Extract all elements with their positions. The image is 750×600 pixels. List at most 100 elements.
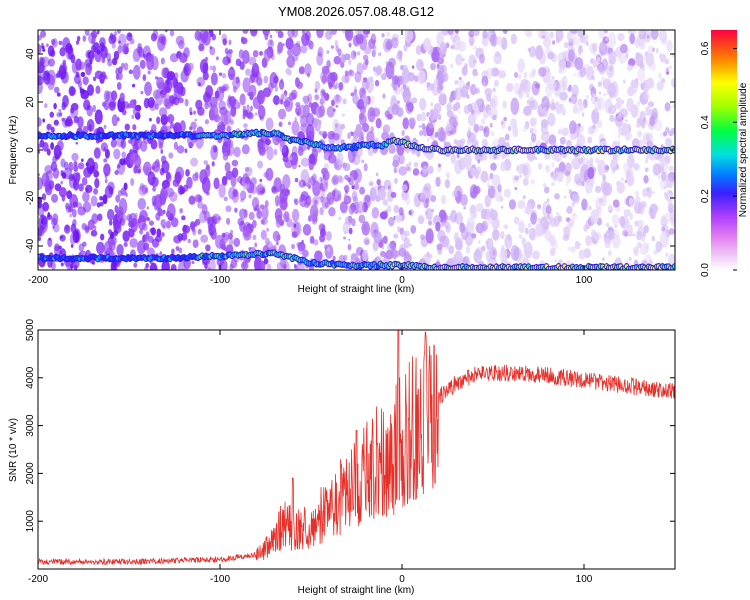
spectrogram-cell [423,183,432,192]
spectrogram-cell [228,39,232,46]
spectrogram-cell [76,202,83,209]
spectrogram-cell [276,199,280,204]
spectrogram-cell [85,188,89,193]
spectrogram-cell [612,199,620,208]
spectrogram-cell [411,97,418,104]
spectrogram-cell [576,178,583,187]
spectrogram-cell [55,73,61,79]
spectrogram-cell [131,83,136,88]
colorbar-label: Normalized spectral amplitude [738,82,749,217]
spectrogram-cell [50,126,55,133]
spectrogram-cell [211,215,218,225]
spectrogram-cell [391,95,397,101]
spectrogram-cell [253,256,263,270]
spectrogram-cell [502,100,508,109]
spectrogram-cell [52,213,59,226]
spectrogram-cell [92,76,97,82]
spectrogram-cell [113,148,121,160]
spectrogram-cell [99,78,105,85]
spectrogram-cell [45,43,49,48]
spectrogram-cell [558,58,567,71]
spectrogram-cell [550,182,556,187]
spectrogram-cell [89,51,95,59]
spectrogram-cell [312,196,320,207]
spectrogram-cell [611,104,616,109]
spectrogram-cell [373,230,382,244]
spectrogram-cell [670,78,675,88]
spectrogram-cell [278,108,287,120]
spectrogram-cell [622,79,626,84]
spectrogram-cell [89,58,93,65]
spectrogram-cell [189,111,193,116]
spectrogram-cell [632,233,635,237]
spectrogram-cell [258,50,264,56]
spectrogram-cell [429,108,436,118]
spectrogram-cell [49,111,55,118]
spectrogram-cell [473,168,480,178]
spectrogram-cell [436,127,446,142]
spectrogram-cell [423,189,433,199]
spectrogram-cell [551,172,554,177]
spectrogram-cell [608,50,617,65]
spectrogram-cell [551,75,555,80]
spectrogram-cell [239,61,245,70]
spectrogram-cell [507,125,512,132]
spectrogram-cell [304,200,310,209]
spectrogram-cell [71,174,75,180]
spectrogram-cell [117,206,124,216]
spectrogram-cell [164,30,168,33]
spectrogram-cell [626,219,630,227]
spectrogram-cell [635,190,639,197]
spectrogram-cell [618,54,626,64]
spectrogram-cell [103,124,107,130]
spectrogram-cell [322,67,331,83]
spectrogram-cell [181,215,186,221]
spectrogram-cell [555,101,559,105]
spectrogram-cell [461,66,468,76]
spectrogram-cell [640,84,644,90]
spectrogram-cell [60,180,63,185]
spectrogram-cell [117,164,121,169]
spectrogram-cell [39,57,45,65]
spectrogram-cell [320,71,328,83]
spectrogram-cell [510,97,520,115]
spectrogram-cell [666,71,669,75]
spectrogram-cell [239,190,247,201]
spectrogram-cell [320,88,326,99]
spectrogram-cell [326,246,331,252]
spectrogram-cell [430,194,437,203]
spectrogram-cell [62,59,67,66]
spectrogram-cell [594,185,602,194]
spectrogram-cell [662,131,668,137]
spectrogram-cell [129,153,136,166]
spectrogram-cell [75,71,80,78]
spectrogram-cell [251,196,260,210]
spectrogram-cell [425,207,433,221]
spectrogram-cell [570,93,578,105]
snr-y-tick-label: 1000 [25,510,36,533]
spectrogram-cell [225,205,232,213]
spectrogram-cell [60,262,64,267]
spectrogram-cell [190,157,199,167]
spectrogram-cell [129,149,133,155]
spectrogram-cell [408,161,412,167]
spectrogram-cell [555,103,563,115]
spectrogram-cell [646,34,650,39]
spectrogram-cell [82,191,90,203]
spectrogram-cell [128,69,134,75]
spectrogram-cell [287,48,294,57]
spectrogram-cell [188,62,194,71]
spectrogram-cell [262,30,271,37]
spectrogram-cell [602,174,606,182]
spectrogram-cell [361,88,366,94]
spectrogram-cell [294,221,302,236]
spectrogram-cell [543,186,550,194]
spectrogram-cell [304,30,311,41]
spectrogram-cell [624,231,628,237]
spectrogram-cell [668,206,673,214]
spectrogram-cell [307,184,312,189]
spectrogram-y-tick-label: -40 [25,238,36,253]
spectrogram-cell [332,119,340,132]
spectrogram-cell [637,202,645,215]
spectrogram-cell [334,39,339,48]
